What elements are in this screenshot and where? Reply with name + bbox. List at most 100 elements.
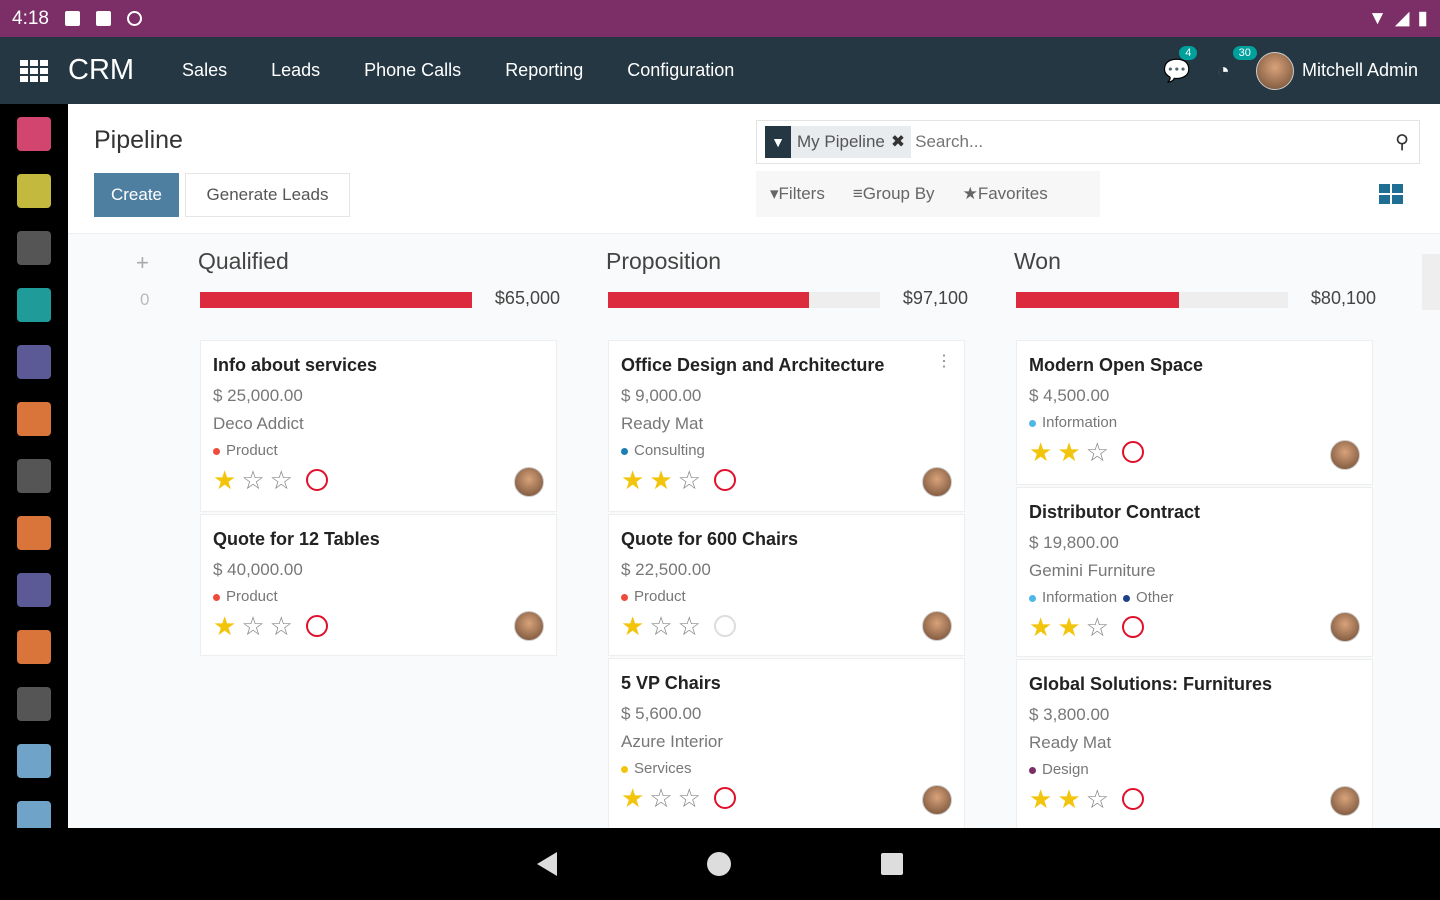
star-icon[interactable]: ★	[621, 465, 645, 495]
card-amount: $ 19,800.00	[1029, 533, 1119, 552]
star-icon[interactable]: ☆	[677, 783, 701, 813]
activity-clock-icon[interactable]	[713, 469, 736, 491]
activity-clock-icon[interactable]	[305, 615, 328, 637]
priority-stars: ★ ★ ☆	[621, 467, 952, 493]
sidebar-app-icon[interactable]	[17, 402, 51, 436]
sidebar-app-icon[interactable]	[17, 117, 51, 151]
search-input[interactable]	[915, 132, 1396, 152]
sidebar-app-icon[interactable]	[17, 288, 51, 322]
card-tags: Product	[213, 588, 544, 605]
sidebar-app-icon[interactable]	[17, 744, 51, 778]
messages-button[interactable]: 💬 4	[1163, 45, 1198, 84]
activity-clock-icon[interactable]	[713, 615, 736, 637]
group-by-dropdown[interactable]: ≡Group By	[853, 184, 935, 204]
activity-clock-icon[interactable]	[305, 469, 328, 491]
card-tags: Product	[621, 588, 952, 605]
activity-clock-icon[interactable]	[713, 787, 736, 809]
kanban-card[interactable]: Quote for 12 Tables $ 40,000.00 Product ★ ☆ ☆	[200, 514, 557, 656]
card-menu-icon[interactable]: ⋮	[936, 353, 952, 370]
sidebar-app-icon[interactable]	[17, 573, 51, 607]
star-icon[interactable]: ★	[1057, 784, 1081, 814]
menu-leads[interactable]: Leads	[271, 60, 321, 80]
activity-clock-icon[interactable]	[1121, 788, 1144, 810]
tag-label: Design	[1042, 761, 1089, 778]
search-options: ▾Filters ≡Group By ★Favorites	[756, 171, 1100, 217]
star-icon[interactable]: ☆	[1085, 437, 1109, 467]
star-icon[interactable]: ☆	[677, 611, 701, 641]
sidebar-app-icon[interactable]	[17, 459, 51, 493]
star-icon[interactable]: ★	[1029, 784, 1053, 814]
star-icon[interactable]: ☆	[241, 465, 265, 495]
tag-label: Information	[1042, 589, 1118, 606]
home-icon[interactable]	[707, 852, 731, 876]
tag-color-dot	[213, 593, 220, 601]
sidebar-app-icon[interactable]	[17, 687, 51, 721]
sidebar-app-icon[interactable]	[17, 630, 51, 664]
column-title: Won	[1014, 248, 1061, 274]
card-customer: Gemini Furniture	[1029, 561, 1156, 580]
create-button[interactable]: Create	[94, 173, 179, 217]
star-icon[interactable]: ☆	[649, 783, 673, 813]
column-progress-bar[interactable]	[608, 292, 880, 308]
card-amount: $ 5,600.00	[621, 704, 702, 723]
sync-icon	[126, 11, 142, 26]
kanban-view-icon[interactable]	[1379, 184, 1403, 204]
menu-phone-calls[interactable]: Phone Calls	[364, 60, 462, 80]
filters-dropdown[interactable]: ▾Filters	[770, 184, 825, 204]
column-progress-bar[interactable]	[1016, 292, 1288, 308]
clock-icon: ◔	[1216, 57, 1230, 83]
avatar	[1255, 51, 1294, 90]
menu-reporting[interactable]: Reporting	[505, 60, 584, 80]
star-icon[interactable]: ★	[213, 465, 237, 495]
star-icon[interactable]: ☆	[1085, 784, 1109, 814]
star-icon[interactable]: ☆	[1085, 612, 1109, 642]
remove-facet-icon[interactable]: ✖	[890, 132, 906, 151]
kanban-card[interactable]: 5 VP Chairs $ 5,600.00 Azure Interior Servi…	[608, 658, 965, 828]
star-icon[interactable]: ★	[1057, 437, 1081, 467]
activities-button[interactable]: ◔ 30	[1216, 45, 1257, 84]
sidebar-app-icon[interactable]	[17, 516, 51, 550]
star-icon[interactable]: ★	[1057, 612, 1081, 642]
kanban-card[interactable]: Distributor Contract $ 19,800.00 Gemini Fu…	[1016, 487, 1373, 657]
recents-icon[interactable]	[881, 853, 903, 875]
folded-count: 0	[140, 290, 150, 309]
star-icon[interactable]: ☆	[677, 465, 701, 495]
column-progress-bar[interactable]	[200, 292, 472, 308]
generate-leads-button[interactable]: Generate Leads	[185, 173, 350, 217]
favorites-dropdown[interactable]: ★Favorites	[963, 184, 1048, 204]
avatar	[1330, 612, 1360, 642]
star-icon[interactable]: ★	[649, 465, 673, 495]
user-menu[interactable]: Mitchell Admin	[1255, 51, 1418, 90]
sidebar-app-icon[interactable]	[17, 174, 51, 208]
star-icon[interactable]: ☆	[241, 611, 265, 641]
star-icon[interactable]: ★	[1029, 437, 1053, 467]
activity-clock-icon[interactable]	[1121, 441, 1144, 463]
kanban-card[interactable]: ⋮ Office Design and Architecture $ 9,000.0…	[608, 340, 965, 512]
add-column-icon[interactable]: +	[136, 250, 149, 275]
sidebar-app-icon[interactable]	[17, 345, 51, 379]
star-icon[interactable]: ☆	[649, 611, 673, 641]
facet-label: My Pipeline	[797, 132, 885, 151]
star-icon[interactable]: ★	[213, 611, 237, 641]
sidebar-app-icon[interactable]	[17, 231, 51, 265]
horizontal-scrollbar[interactable]	[1422, 254, 1440, 310]
star-icon[interactable]: ☆	[269, 611, 293, 641]
star-icon[interactable]: ★	[1029, 612, 1053, 642]
star-icon[interactable]: ☆	[269, 465, 293, 495]
kanban-card[interactable]: Modern Open Space $ 4,500.00 Information ★ ★…	[1016, 340, 1373, 485]
kanban-column: Proposition $97,100 ⋮ Office Design and Arc…	[606, 234, 968, 828]
star-icon[interactable]: ★	[621, 783, 645, 813]
menu-sales[interactable]: Sales	[182, 60, 228, 80]
menu-configuration[interactable]: Configuration	[627, 60, 735, 80]
column-title: Proposition	[606, 248, 722, 274]
column-header: Proposition	[606, 234, 968, 274]
avatar	[514, 611, 544, 641]
search-icon[interactable]: ⚲	[1395, 131, 1409, 153]
activity-clock-icon[interactable]	[1121, 616, 1144, 638]
kanban-card[interactable]: Global Solutions: Furnitures $ 3,800.00 Re…	[1016, 659, 1373, 828]
kanban-card[interactable]: Quote for 600 Chairs $ 22,500.00 Product ★ ☆…	[608, 514, 965, 656]
star-icon[interactable]: ★	[621, 611, 645, 641]
back-icon[interactable]	[537, 852, 557, 876]
kanban-card[interactable]: Info about services $ 25,000.00 Deco Addic…	[200, 340, 557, 512]
app-menu-icon[interactable]	[20, 59, 48, 82]
